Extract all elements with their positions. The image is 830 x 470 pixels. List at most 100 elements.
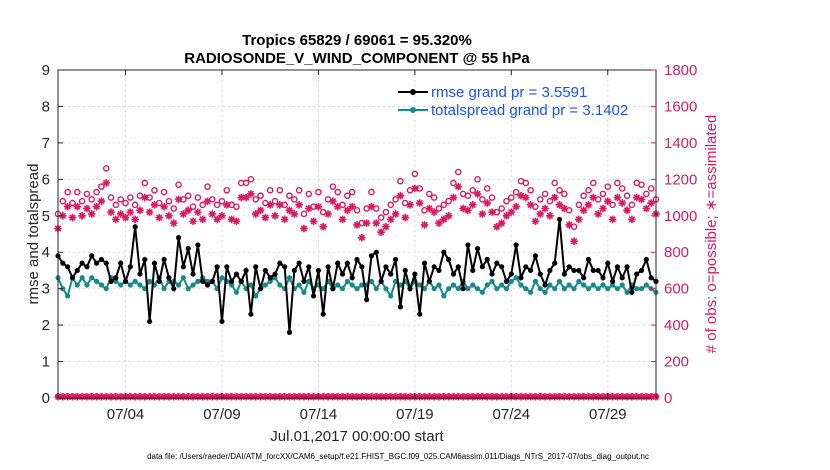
obs-assimilated-marker: [184, 206, 193, 215]
obs-possible-marker: [69, 199, 76, 207]
data-point-rmse: [277, 260, 283, 266]
obs-assimilated-marker: [521, 193, 530, 202]
obs-possible-marker: [416, 185, 423, 192]
obs-assimilated-marker: [555, 201, 564, 209]
data-point-totalspread: [93, 278, 100, 284]
data-point-rmse: [576, 267, 582, 274]
obs-assimilated-baseline-marker: [377, 393, 385, 401]
obs-assimilated-marker: [280, 215, 289, 224]
data-point-rmse: [98, 256, 105, 263]
data-point-totalspread: [619, 282, 625, 288]
data-point-rmse: [335, 260, 341, 266]
data-point-totalspread: [566, 282, 572, 288]
obs-assimilated-baseline-marker: [401, 393, 409, 401]
obs-assimilated-baseline-marker: [464, 393, 472, 401]
y-right-tick-label: 800: [664, 244, 689, 261]
obs-possible-marker: [594, 196, 602, 203]
data-point-rmse: [151, 260, 158, 266]
obs-assimilated-baseline-marker: [474, 393, 481, 401]
data-point-rmse: [103, 260, 109, 266]
obs-possible-marker: [102, 165, 110, 172]
obs-assimilated-marker: [165, 211, 173, 220]
obs-possible-marker: [372, 205, 380, 212]
obs-assimilated-baseline-marker: [450, 393, 457, 401]
data-point-rmse: [65, 264, 71, 270]
obs-assimilated-baseline-marker: [141, 393, 149, 401]
data-point-totalspread: [624, 289, 630, 295]
data-point-totalspread: [277, 282, 283, 288]
data-point-rmse: [127, 264, 133, 270]
obs-assimilated-baseline-marker: [348, 393, 356, 401]
obs-assimilated-marker: [565, 221, 573, 229]
data-point-rmse: [532, 253, 539, 259]
data-point-totalspread: [74, 282, 80, 288]
obs-possible-marker: [430, 194, 438, 201]
obs-assimilated-baseline-marker: [512, 393, 520, 401]
data-point-totalspread: [301, 289, 307, 295]
obs-assimilated-marker: [478, 210, 487, 218]
data-point-rmse: [383, 264, 389, 270]
data-point-totalspread: [431, 286, 437, 292]
data-point-rmse: [74, 267, 80, 274]
data-point-rmse: [547, 267, 553, 274]
obs-assimilated-baseline-marker: [406, 393, 414, 401]
obs-possible-marker: [561, 190, 568, 198]
obs-assimilated-baseline-marker: [117, 393, 125, 401]
data-point-rmse: [108, 278, 114, 284]
obs-assimilated-marker: [623, 206, 631, 215]
data-point-totalspread: [190, 282, 196, 288]
obs-possible-marker: [98, 183, 105, 190]
data-point-rmse: [175, 235, 182, 241]
x-axis: 07/04 07/09 07/14 07/19 07/24 07/29: [107, 70, 627, 423]
data-point-rmse: [286, 329, 293, 335]
obs-assimilated-marker: [488, 208, 496, 216]
obs-assimilated-marker: [382, 222, 390, 231]
obs-assimilated-marker: [329, 197, 337, 205]
y-right-tick-label: 200: [664, 354, 689, 371]
obs-possible-marker: [503, 197, 510, 205]
obs-assimilated-marker: [425, 204, 434, 213]
obs-assimilated-marker: [401, 213, 410, 222]
obs-assimilated-baseline-marker: [324, 393, 332, 401]
obs-assimilated-marker: [295, 201, 303, 209]
obs-assimilated-marker: [83, 204, 91, 213]
data-point-rmse: [542, 282, 548, 288]
obs-possible-marker: [73, 188, 81, 196]
data-point-rmse: [195, 242, 201, 248]
obs-assimilated-baseline-marker: [483, 393, 491, 401]
data-point-rmse: [243, 267, 249, 274]
obs-assimilated-marker: [247, 190, 255, 198]
data-point-totalspread: [479, 289, 485, 295]
obs-assimilated-baseline-marker: [295, 393, 303, 401]
data-point-totalspread: [590, 282, 596, 288]
data-point-totalspread: [320, 286, 326, 292]
data-point-rmse: [479, 264, 485, 270]
data-point-rmse: [436, 267, 442, 274]
data-point-totalspread: [296, 282, 302, 288]
obs-assimilated-marker: [594, 210, 602, 218]
data-point-rmse: [325, 264, 331, 270]
data-point-totalspread: [388, 293, 394, 299]
obs-assimilated-marker: [218, 211, 226, 220]
data-point-totalspread: [638, 286, 645, 292]
obs-possible-marker: [117, 196, 124, 203]
data-point-rmse: [392, 256, 399, 263]
obs-assimilated-marker: [647, 199, 655, 207]
obs-assimilated-baseline-marker: [319, 393, 327, 401]
y-tick-label: 8: [42, 98, 50, 115]
obs-assimilated-marker: [560, 204, 569, 213]
data-point-totalspread: [368, 278, 375, 284]
data-point-rmse: [238, 278, 244, 284]
obs-assimilated-baseline-marker: [372, 393, 380, 401]
obs-assimilated-marker: [493, 222, 501, 231]
data-point-rmse: [282, 264, 288, 270]
obs-possible-marker: [570, 223, 578, 231]
data-point-rmse: [446, 256, 452, 263]
obs-assimilated-baseline-marker: [478, 393, 486, 401]
obs-assimilated-marker: [126, 208, 135, 216]
obs-assimilated-baseline-marker: [454, 393, 462, 401]
data-point-rmse: [508, 271, 514, 277]
data-point-totalspread: [175, 282, 182, 288]
obs-assimilated-marker: [391, 210, 400, 218]
obs-possible-marker: [93, 188, 100, 196]
